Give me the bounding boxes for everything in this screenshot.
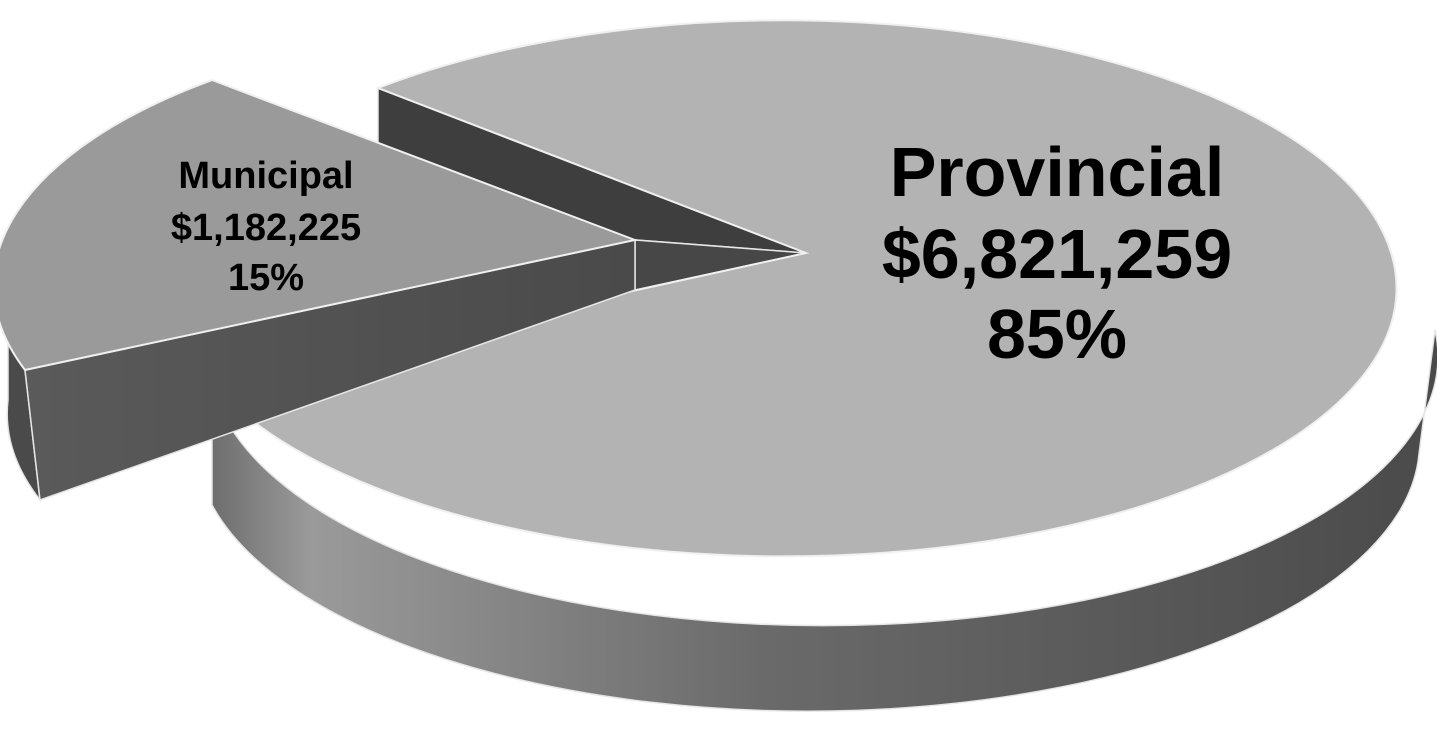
municipal-percent-label: 15% <box>228 257 304 299</box>
slice-municipal <box>0 78 639 503</box>
municipal-value-label: $1,182,225 <box>171 207 361 249</box>
provincial-top <box>210 19 1398 558</box>
municipal-name-label: Municipal <box>178 155 353 197</box>
provincial-rim <box>211 329 1437 712</box>
municipal-top <box>0 78 639 372</box>
provincial-value-label: $6,821,259 <box>882 215 1232 293</box>
provincial-percent-label: 85% <box>987 295 1127 373</box>
provincial-name-label: Provincial <box>890 133 1225 211</box>
